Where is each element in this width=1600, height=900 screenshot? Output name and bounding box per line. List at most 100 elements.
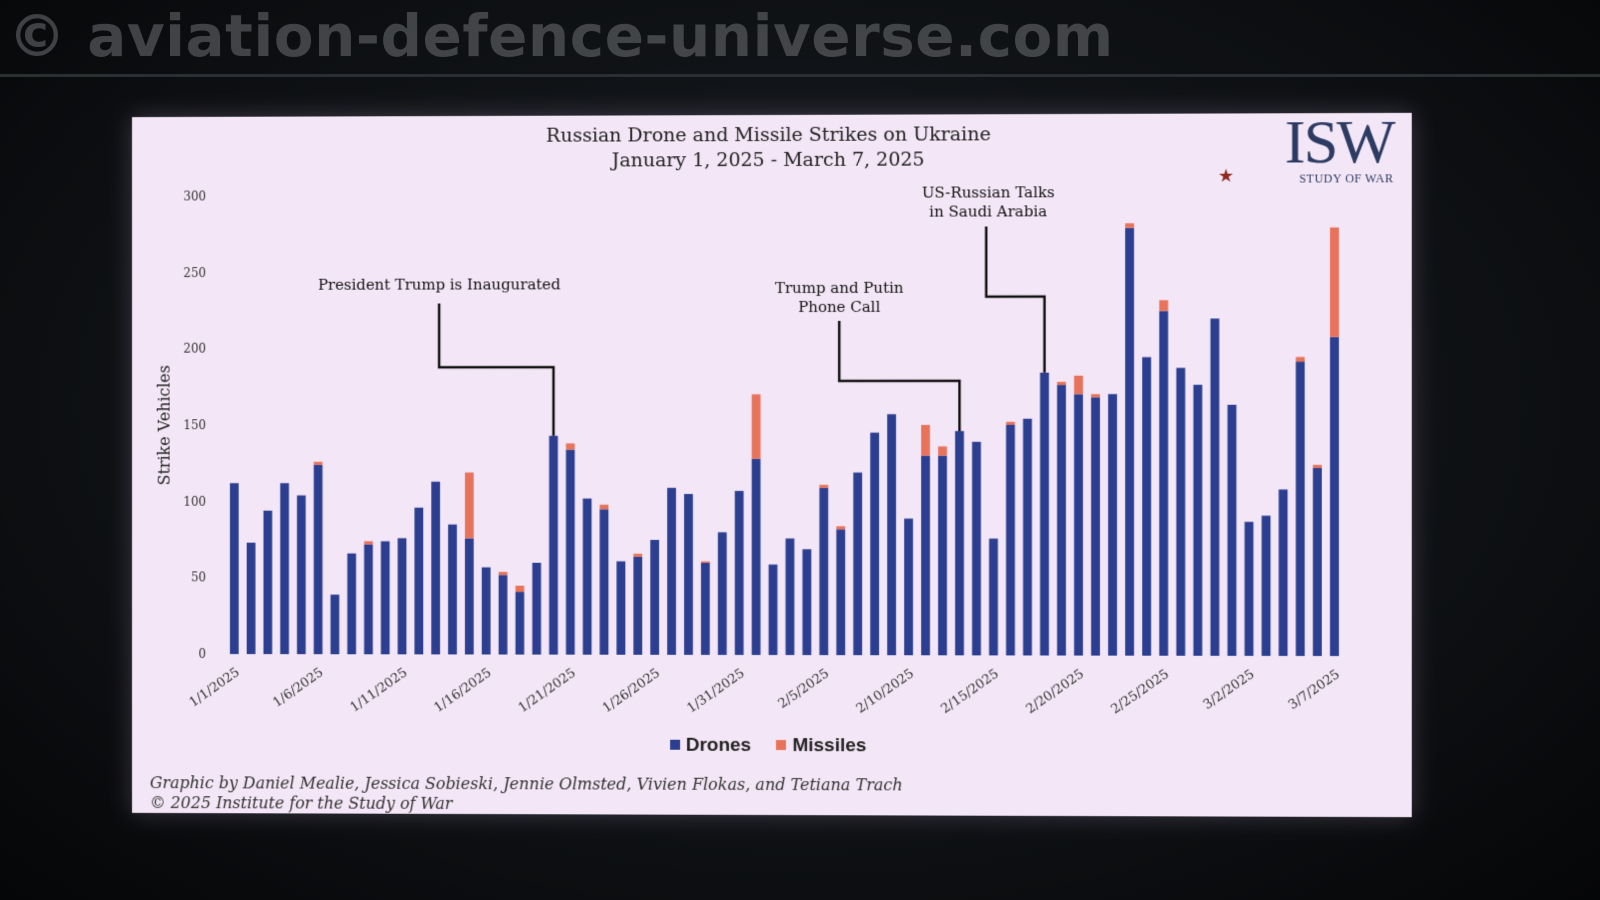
bar-drones: [667, 488, 676, 655]
bar-drones: [735, 491, 744, 655]
bar-missiles: [1074, 376, 1083, 394]
x-tick-label: 3/7/2025: [1286, 667, 1343, 713]
isw-logo: ★ ISW STUDY OF WAR: [1206, 113, 1398, 196]
bar-drones: [989, 539, 998, 656]
bar-drones: [1142, 357, 1151, 656]
projection-screen: 0 50 100 150 200 250 300 Strike Vehicles 1/1/202…: [132, 113, 1412, 817]
bar-drones: [1210, 319, 1219, 656]
bar-drones: [331, 595, 340, 655]
bar-missiles: [1125, 223, 1134, 228]
bar-drones: [415, 508, 424, 655]
y-axis-label: Strike Vehicles: [155, 365, 174, 485]
bar-drones: [1074, 394, 1083, 655]
bar-drones: [1057, 385, 1066, 656]
x-tick-label: 1/6/2025: [270, 665, 326, 710]
bar-drones: [617, 561, 626, 654]
annotation-line: [439, 303, 553, 435]
bar-missiles: [633, 554, 642, 557]
bar-missiles: [600, 505, 609, 510]
bar-drones: [448, 524, 457, 654]
bar-drones: [364, 544, 373, 654]
bar-drones: [1330, 337, 1339, 656]
bar-drones: [1040, 373, 1049, 656]
bar-missiles: [1330, 227, 1339, 336]
bar-missiles: [499, 572, 508, 575]
annotation-label: Phone Call: [798, 298, 880, 316]
bar-chart: 0 50 100 150 200 250 300 Strike Vehicles 1/1/202…: [132, 113, 1412, 817]
bar-missiles: [364, 541, 373, 544]
bar-drones: [870, 433, 879, 656]
legend-swatch-drones: [670, 740, 680, 750]
bar-drones: [921, 456, 930, 656]
logo-subtitle: STUDY OF WAR: [1299, 171, 1393, 186]
x-tick-label: 2/20/2025: [1023, 667, 1086, 718]
bar-missiles: [1057, 382, 1066, 385]
bar-missiles: [1296, 357, 1305, 362]
bar-drones: [972, 442, 981, 656]
y-tick-label: 200: [183, 342, 206, 356]
y-tick-label: 250: [183, 266, 206, 280]
bar-drones: [482, 567, 491, 654]
bar-missiles: [1159, 300, 1168, 311]
bar-drones: [499, 575, 508, 655]
star-icon: ★: [1218, 166, 1234, 187]
bar-drones: [1193, 385, 1202, 656]
bar-missiles: [836, 526, 845, 529]
y-tick-label: 50: [191, 571, 206, 585]
bar-missiles: [819, 485, 828, 488]
x-tick-label: 1/26/2025: [600, 666, 663, 716]
bar-drones: [566, 450, 575, 655]
annotation-label: US-Russian Talks: [922, 183, 1055, 201]
bar-drones: [887, 414, 896, 655]
bar-drones: [718, 532, 727, 655]
bar-drones: [381, 541, 390, 654]
annotation-line: [986, 226, 1044, 372]
annotation-label: President Trump is Inaugurated: [318, 275, 561, 293]
bar-drones: [786, 538, 795, 655]
bar-drones: [549, 436, 558, 655]
legend-label-missiles: Missiles: [792, 735, 866, 756]
bar-drones: [230, 483, 239, 654]
bar-drones: [515, 592, 524, 655]
x-tick-label: 1/16/2025: [432, 665, 495, 715]
x-tick-label: 2/25/2025: [1108, 667, 1172, 718]
credits-authors: Graphic by Daniel Mealie, Jessica Sobies…: [150, 773, 903, 795]
bar-drones: [904, 519, 913, 656]
bar-drones: [347, 553, 356, 654]
watermark: © aviation-defence-universe.com: [8, 2, 1114, 70]
legend-item-drones: Drones: [670, 735, 751, 757]
bar-drones: [280, 483, 289, 654]
bar-drones: [1006, 425, 1015, 656]
bar-drones: [1279, 490, 1288, 656]
bar-missiles: [1006, 422, 1015, 425]
bar-drones: [836, 529, 845, 655]
bar-drones: [1091, 397, 1100, 655]
legend-swatch-missiles: [776, 740, 786, 750]
bar-drones: [1023, 419, 1032, 656]
bar-missiles: [515, 586, 524, 592]
bar-missiles: [921, 425, 930, 456]
bar-drones: [314, 465, 323, 654]
bar-drones: [1176, 368, 1185, 656]
bar-missiles: [1091, 394, 1100, 397]
y-tick-label: 100: [183, 494, 206, 508]
x-tick-label: 2/15/2025: [938, 666, 1001, 716]
bar-missiles: [566, 443, 575, 449]
bar-drones: [650, 540, 659, 655]
bar-missiles: [938, 446, 947, 455]
logo-mark: ISW: [1285, 107, 1394, 179]
bar-drones: [1296, 362, 1305, 656]
x-tick-label: 1/21/2025: [516, 666, 579, 716]
annotation-label: in Saudi Arabia: [929, 202, 1047, 220]
bar-drones: [465, 538, 474, 654]
bar-drones: [1245, 522, 1254, 656]
bar-drones: [247, 543, 256, 654]
annotation-line: [839, 321, 959, 431]
y-tick-label: 0: [199, 647, 207, 661]
bar-drones: [684, 494, 693, 655]
bar-drones: [701, 563, 710, 655]
x-tick-label: 1/31/2025: [684, 666, 747, 716]
legend-item-missiles: Missiles: [776, 735, 866, 757]
credits: Graphic by Daniel Mealie, Jessica Sobies…: [150, 773, 903, 815]
chart-legend: Drones Missiles: [132, 733, 1412, 758]
